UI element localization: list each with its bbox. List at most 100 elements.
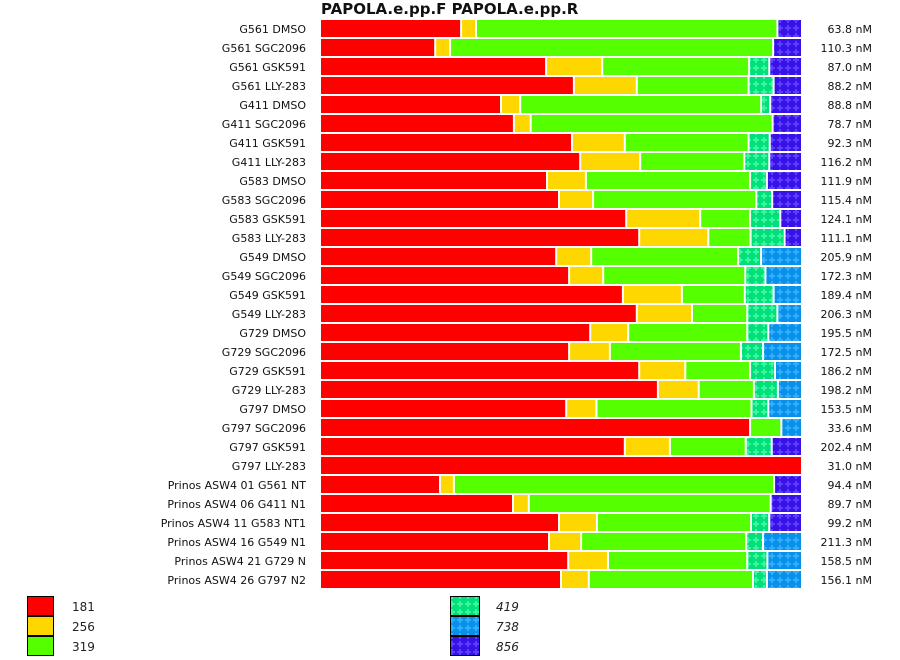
- row-label: Prinos ASW4 01 G561 NT: [168, 479, 307, 492]
- row-label: G583 GSK591: [229, 213, 306, 226]
- bar-segment-419: [748, 552, 767, 569]
- bar-segment-256: [569, 552, 607, 569]
- bar-row: G411 LLY-283 116.2 nM: [232, 153, 872, 170]
- bar-segment-181: [321, 191, 558, 208]
- bar-segment-856: [767, 172, 801, 189]
- bar-segment-419: [746, 267, 765, 284]
- bar-row: G561 LLY-283 88.2 nM: [232, 77, 872, 94]
- bar-row: G583 DMSO 111.9 nM: [239, 172, 872, 189]
- row-value: 189.4 nM: [821, 289, 872, 302]
- row-value: 111.1 nM: [821, 232, 872, 245]
- legend-label: 856: [496, 640, 519, 654]
- bar-segment-856: [771, 96, 801, 113]
- row-label: Prinos ASW4 11 G583 NT1: [161, 517, 306, 530]
- bar-segment-419: [749, 77, 773, 94]
- bar-segment-319: [610, 343, 740, 360]
- bar-segment-256: [574, 77, 636, 94]
- bar-segment-319: [454, 476, 774, 493]
- legend-item-738: 738: [450, 616, 519, 636]
- bar-segment-319: [603, 58, 749, 75]
- row-value: 172.5 nM: [821, 346, 872, 359]
- row-label: Prinos ASW4 21 G729 N: [174, 555, 306, 568]
- bar-segment-856: [773, 115, 801, 132]
- bar-segment-856: [770, 153, 801, 170]
- bar-segment-856: [785, 229, 801, 246]
- row-label: Prinos ASW4 16 G549 N1: [167, 536, 306, 549]
- bar-row: G549 SGC2096 172.3 nM: [222, 267, 872, 284]
- bar-segment-738: [767, 571, 801, 588]
- bar-segment-738: [764, 343, 801, 360]
- bar-segment-256: [550, 533, 581, 550]
- bar-segment-738: [778, 381, 801, 398]
- bar-row: Prinos ASW4 16 G549 N1 211.3 nM: [167, 533, 872, 550]
- bar-segment-181: [321, 134, 571, 151]
- row-value: 153.5 nM: [821, 403, 872, 416]
- legend-item-856: 856: [450, 636, 519, 656]
- bar-segment-738: [776, 362, 801, 379]
- bar-segment-738: [762, 248, 801, 265]
- bar-segment-856: [774, 39, 801, 56]
- bar-segment-256: [560, 191, 593, 208]
- row-label: G729 SGC2096: [222, 346, 306, 359]
- bar-segment-181: [321, 533, 548, 550]
- row-label: G561 GSK591: [229, 61, 306, 74]
- bar-segment-256: [623, 286, 681, 303]
- legend-swatch: [450, 596, 480, 616]
- bar-segment-181: [321, 419, 750, 436]
- bar-segment-256: [548, 172, 585, 189]
- bar-segment-256: [581, 153, 640, 170]
- bar-segment-319: [521, 96, 761, 113]
- bar-row: G729 DMSO 195.5 nM: [239, 324, 872, 341]
- bar-segment-856: [771, 495, 801, 512]
- bar-row: Prinos ASW4 21 G729 N 158.5 nM: [174, 552, 872, 569]
- bar-segment-181: [321, 514, 558, 531]
- row-label: G561 SGC2096: [222, 42, 306, 55]
- row-value: 110.3 nM: [821, 42, 872, 55]
- row-value: 156.1 nM: [821, 574, 872, 587]
- bar-segment-419: [751, 172, 766, 189]
- bar-segment-181: [321, 210, 626, 227]
- row-value: 195.5 nM: [821, 327, 872, 340]
- bar-row: G583 GSK591 124.1 nM: [229, 210, 872, 227]
- bar-segment-319: [531, 115, 772, 132]
- bar-row: G549 GSK591 189.4 nM: [229, 286, 872, 303]
- row-label: Prinos ASW4 06 G411 N1: [167, 498, 306, 511]
- bar-segment-738: [769, 324, 801, 341]
- bar-row: G561 SGC2096 110.3 nM: [222, 39, 872, 56]
- bar-segment-256: [640, 362, 685, 379]
- bar-segment-319: [597, 400, 751, 417]
- chart-title: PAPOLA.e.pp.F PAPOLA.e.pp.R: [321, 0, 579, 18]
- row-value: 211.3 nM: [821, 536, 872, 549]
- legend-item-181: 181: [27, 596, 95, 616]
- bar-segment-419: [742, 343, 763, 360]
- row-value: 87.0 nM: [828, 61, 872, 74]
- bar-row: G561 DMSO 63.8 nM: [239, 20, 872, 37]
- bar-segment-181: [321, 324, 590, 341]
- bar-segment-419: [750, 58, 769, 75]
- bar-segment-856: [781, 210, 801, 227]
- row-label: G549 GSK591: [229, 289, 306, 302]
- legend-item-256: 256: [27, 616, 95, 636]
- bar-segment-181: [321, 362, 639, 379]
- legend-swatch: [450, 616, 480, 636]
- bar-segment-319: [625, 134, 748, 151]
- bar-segment-181: [321, 172, 546, 189]
- bar-row: G797 DMSO 153.5 nM: [239, 400, 872, 417]
- bar-segment-856: [770, 134, 801, 151]
- row-value: 172.3 nM: [821, 270, 872, 283]
- legend-label: 419: [496, 600, 519, 614]
- row-value: 158.5 nM: [821, 555, 872, 568]
- bar-segment-256: [562, 571, 588, 588]
- bar-row: G797 GSK591 202.4 nM: [229, 438, 872, 455]
- bar-segment-319: [629, 324, 747, 341]
- row-value: 206.3 nM: [821, 308, 872, 321]
- bar-segment-256: [514, 495, 528, 512]
- row-label: G561 LLY-283: [232, 80, 306, 93]
- row-value: 89.7 nM: [828, 498, 872, 511]
- bar-segment-319: [604, 267, 745, 284]
- bar-segment-319: [451, 39, 773, 56]
- bar-segment-256: [591, 324, 628, 341]
- row-label: G549 LLY-283: [232, 308, 306, 321]
- bar-segment-181: [321, 381, 657, 398]
- bar-row: G411 SGC2096 78.7 nM: [222, 115, 872, 132]
